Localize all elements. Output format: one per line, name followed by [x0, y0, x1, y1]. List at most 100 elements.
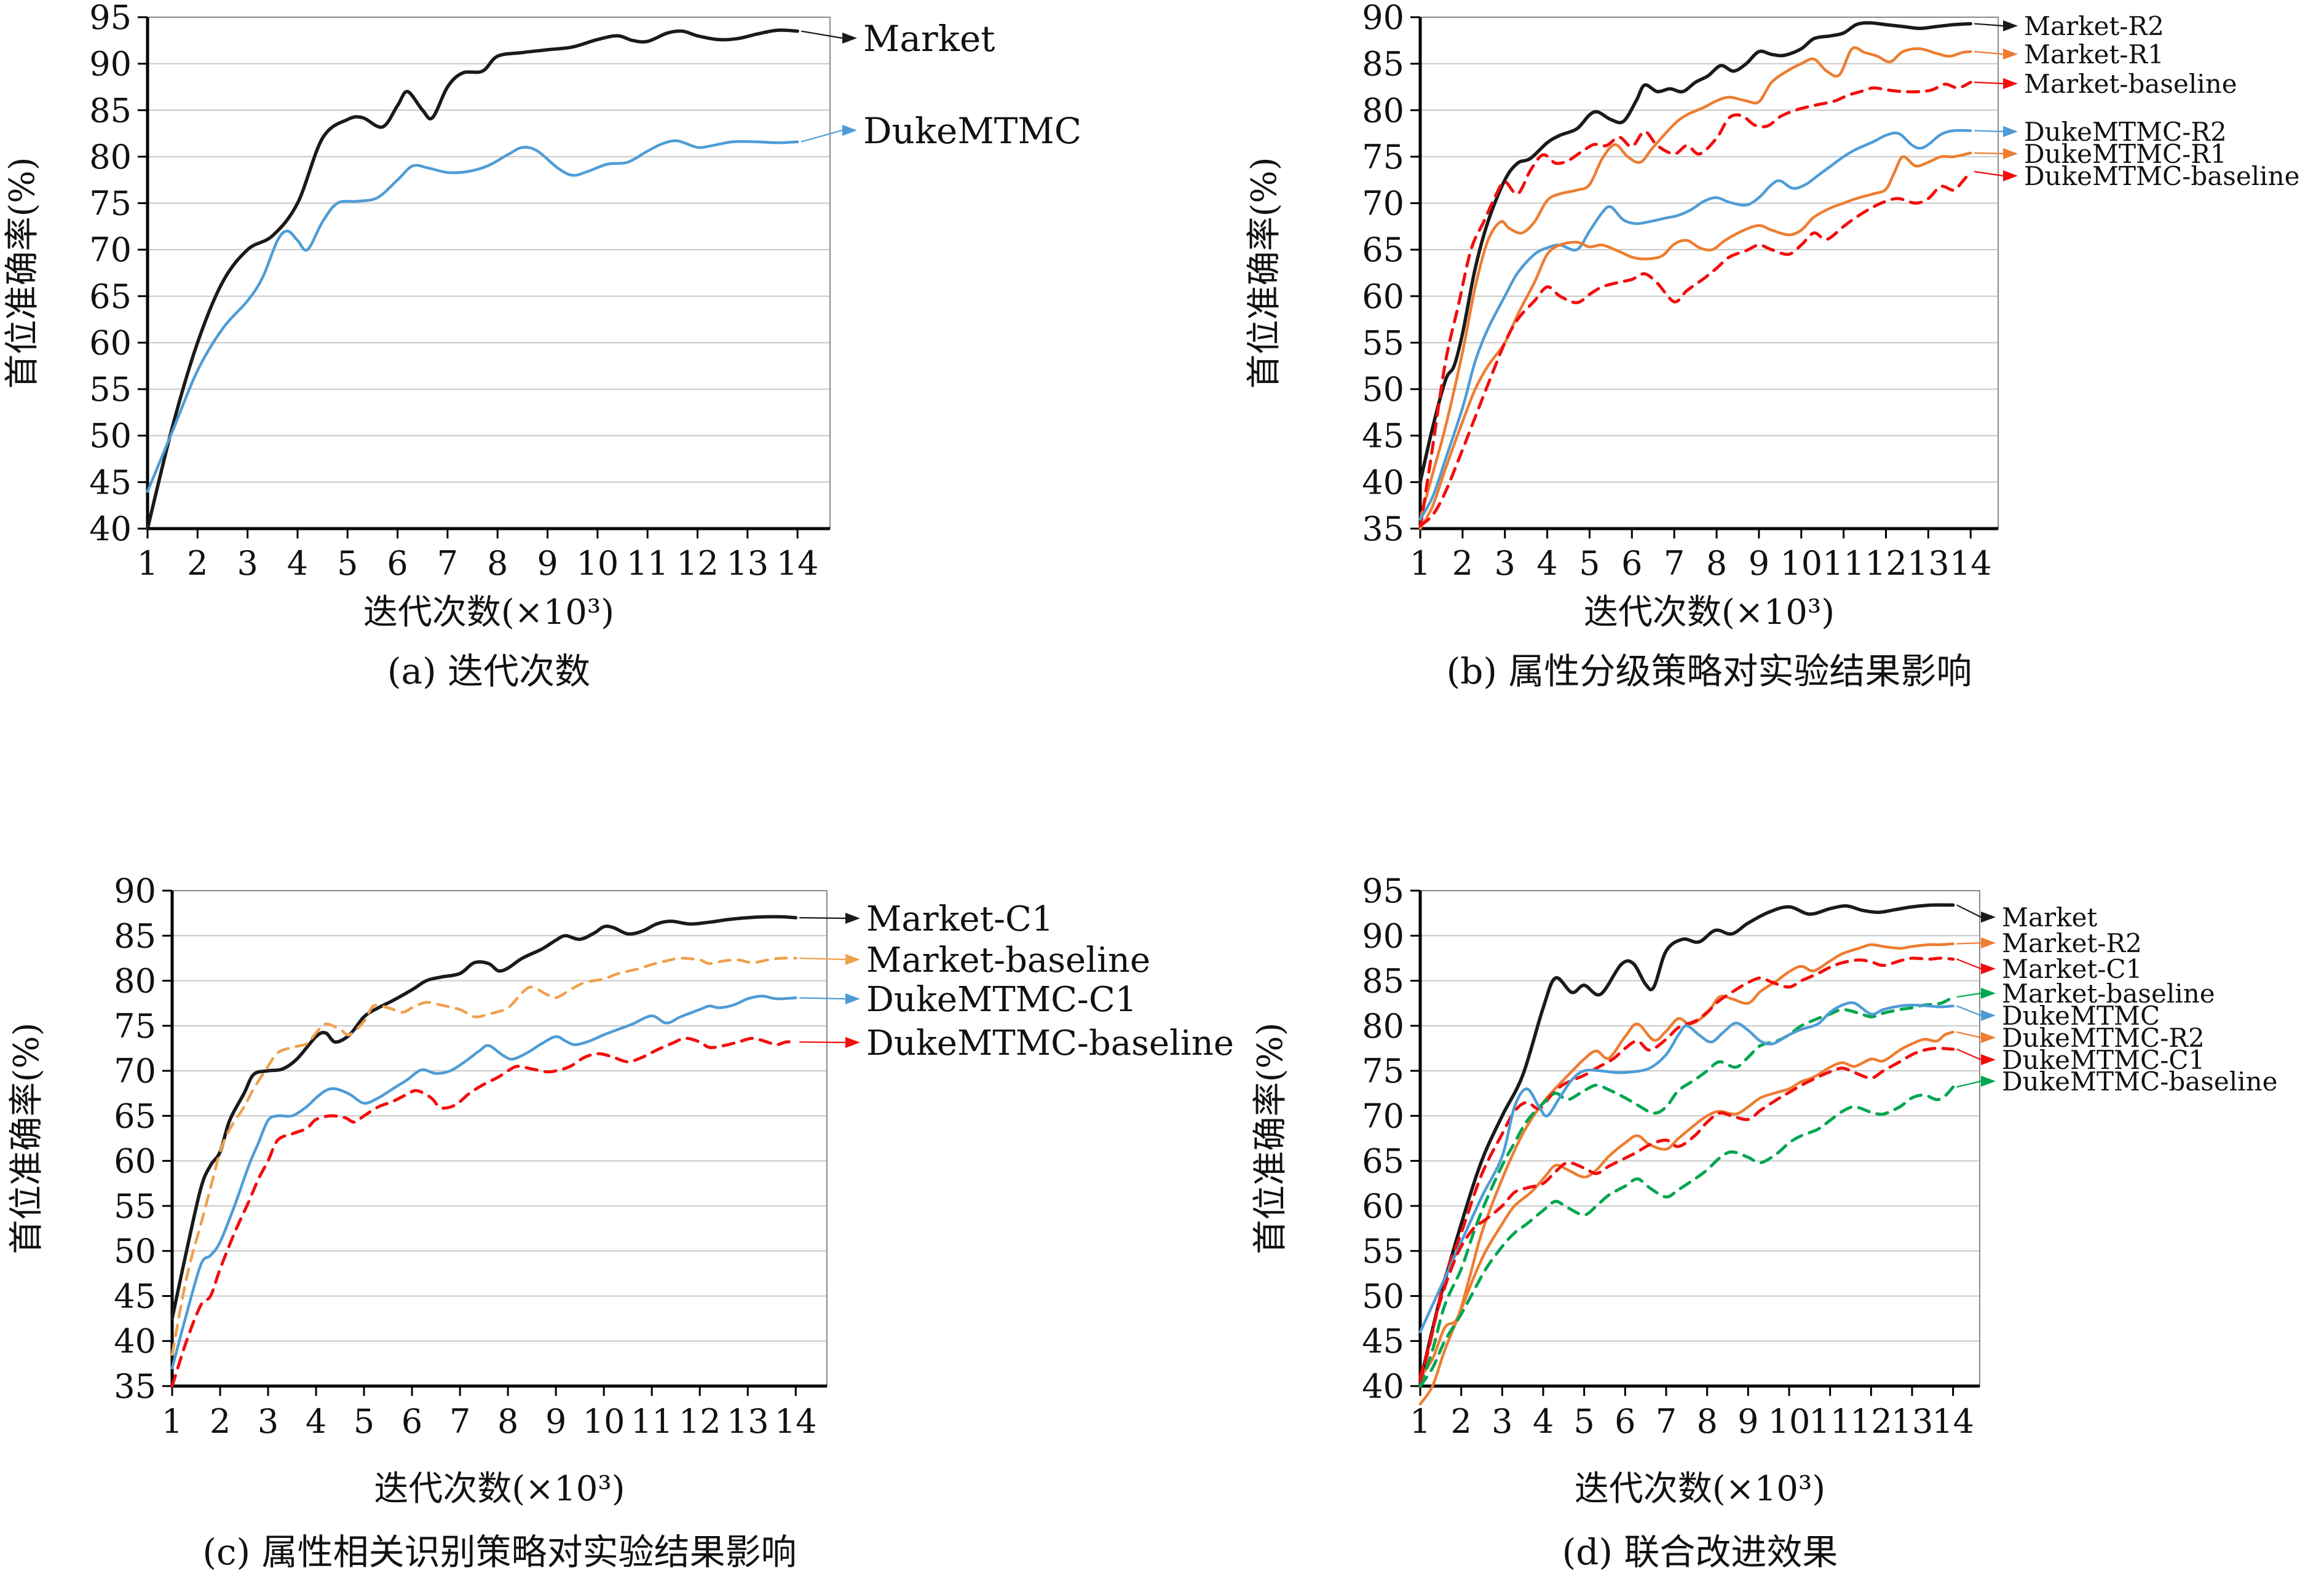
y-tick-label: 60 [114, 1142, 156, 1181]
x-axis-title: 迭代次数(×10³) [1575, 1469, 1825, 1509]
y-tick-label: 65 [114, 1097, 156, 1135]
legend-connector [1974, 81, 2004, 85]
legend-arrow-icon [2003, 148, 2018, 159]
y-tick-label: 45 [1362, 417, 1404, 455]
legend-connector [1956, 958, 1982, 970]
legend-connector [1956, 992, 1982, 998]
legend-connector [1956, 904, 1982, 918]
x-tick-label: 14 [775, 1402, 817, 1441]
y-tick-label: 40 [114, 1322, 156, 1361]
series-line-DukeMTMC [1418, 1001, 1954, 1334]
y-tick-label: 55 [89, 370, 132, 409]
x-tick-label: 13 [1907, 544, 1950, 583]
legend-connector [799, 997, 846, 1000]
y-tick-label: 80 [89, 138, 132, 176]
legend-arrow-icon [842, 125, 857, 136]
legend-connector [1956, 1031, 1982, 1039]
legend-arrow-icon [2003, 78, 2018, 89]
y-tick-label: 55 [1362, 323, 1404, 362]
x-tick-label: 2 [1450, 1402, 1471, 1441]
x-tick-label: 12 [1850, 1402, 1892, 1441]
legend-label: Market-R2 [2024, 11, 2164, 41]
legend-connector [799, 957, 846, 961]
y-axis-title: 首位准确率(%) [7, 1023, 47, 1255]
y-tick-label: 65 [89, 277, 132, 316]
y-tick-label: 50 [1362, 1277, 1404, 1315]
plot-frame [147, 17, 831, 529]
x-tick-label: 5 [1579, 544, 1600, 583]
y-tick-label: 65 [1362, 231, 1404, 269]
legend-label: DukeMTMC-baseline [2002, 1066, 2278, 1097]
x-tick-label: 11 [1809, 1402, 1851, 1441]
y-tick-label: 75 [114, 1007, 156, 1046]
legend-label: DukeMTMC [863, 110, 1081, 152]
x-tick-label: 4 [1533, 1402, 1554, 1441]
x-tick-label: 2 [187, 544, 208, 583]
series-line-DukeMTMC-R2 [1418, 128, 1972, 521]
legend-arrow-icon [1981, 1054, 1996, 1065]
legend-arrow-icon [2003, 126, 2018, 137]
x-tick-label: 8 [1696, 1402, 1717, 1441]
y-tick-label: 35 [114, 1367, 156, 1406]
x-tick-label: 12 [676, 544, 719, 583]
y-tick-label: 50 [114, 1232, 156, 1271]
y-tick-label: 75 [1362, 1052, 1404, 1090]
series-line-Market-baseline [1418, 81, 1972, 530]
x-tick-label: 9 [545, 1402, 566, 1441]
legend-label: DukeMTMC [2002, 1001, 2160, 1031]
y-tick-label: 35 [1362, 510, 1404, 548]
x-tick-label: 7 [1664, 544, 1685, 583]
y-tick-label: 85 [114, 916, 156, 955]
x-tick-label: 11 [1822, 544, 1865, 583]
y-tick-label: 40 [89, 510, 132, 548]
y-axis-title: 首位准确率(%) [1251, 1023, 1290, 1255]
x-tick-label: 10 [583, 1402, 625, 1441]
y-tick-label: 60 [1362, 277, 1404, 316]
x-tick-label: 7 [1656, 1402, 1677, 1441]
y-tick-label: 55 [114, 1187, 156, 1226]
legend-connector [800, 129, 843, 143]
y-tick-label: 80 [1362, 1007, 1404, 1046]
legend-arrow-icon [845, 954, 860, 965]
x-tick-label: 10 [1780, 544, 1822, 583]
x-tick-label: 13 [727, 1402, 769, 1441]
y-tick-label: 40 [1362, 1367, 1404, 1406]
legend-label: Market-C1 [2002, 954, 2142, 984]
plot-frame [1420, 890, 1980, 1387]
panel-caption: (b) 属性分级策略对实验结果影响 [1447, 650, 1972, 692]
legend-label: DukeMTMC-R2 [2024, 117, 2227, 147]
panel-caption: (c) 属性相关识别策略对实验结果影响 [202, 1531, 796, 1573]
y-tick-label: 95 [1362, 872, 1404, 910]
x-tick-label: 12 [679, 1402, 721, 1441]
x-tick-label: 4 [287, 544, 308, 583]
series-line-DukeMTMC-R1 [1418, 151, 1972, 530]
series-line-DukeMTMC-baseline [170, 1036, 797, 1388]
legend-label: Market-baseline [866, 940, 1150, 980]
y-tick-label: 60 [1362, 1187, 1404, 1226]
y-tick-label: 75 [89, 184, 132, 223]
x-tick-label: 3 [1492, 1402, 1512, 1441]
y-axis-title: 首位准确率(%) [1244, 157, 1284, 389]
series-line-Market-baseline [170, 956, 797, 1356]
legend-arrow-icon [1981, 963, 1996, 974]
y-tick-label: 60 [89, 323, 132, 362]
x-tick-label: 8 [497, 1402, 518, 1441]
y-tick-label: 50 [1362, 370, 1404, 409]
legend-arrow-icon [845, 913, 860, 924]
legend-connector [1956, 1080, 1982, 1088]
legend-label: DukeMTMC-baseline [866, 1023, 1234, 1063]
y-tick-label: 40 [1362, 463, 1404, 502]
x-tick-label: 8 [1706, 544, 1727, 583]
x-tick-label: 1 [162, 1402, 183, 1441]
series-line-DukeMTMC-baseline [1418, 1086, 1955, 1388]
y-tick-label: 70 [89, 231, 132, 269]
y-tick-label: 45 [89, 463, 132, 502]
y-axis-title: 首位准确率(%) [2, 157, 42, 389]
y-tick-label: 55 [1362, 1232, 1404, 1271]
legend-connector [1956, 942, 1982, 945]
plot-frame [1420, 17, 1999, 529]
y-tick-label: 65 [1362, 1142, 1404, 1181]
